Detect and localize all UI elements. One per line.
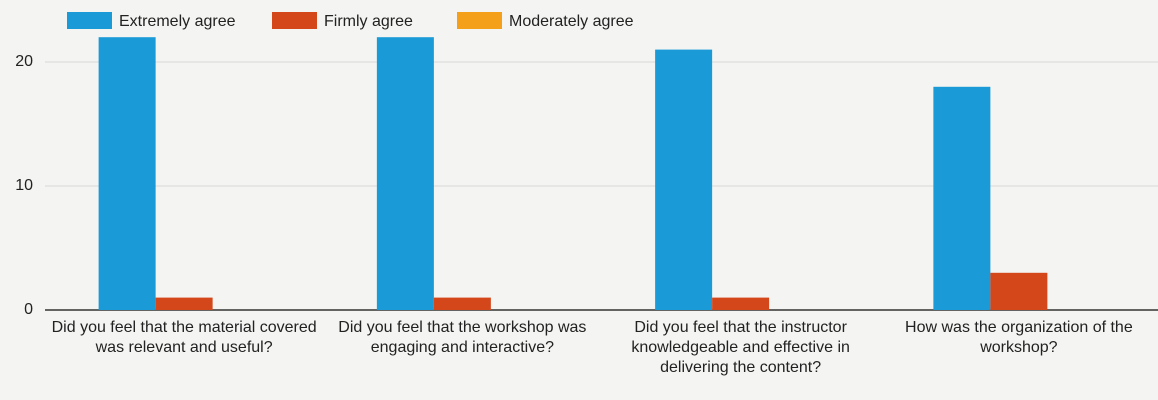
- legend-label: Extremely agree: [119, 13, 236, 30]
- bar: [98, 37, 156, 310]
- legend-swatch: [457, 12, 502, 29]
- x-tick-label: Did you feel that the instructor knowled…: [631, 319, 850, 376]
- x-tick-label: How was the organization of the workshop…: [905, 319, 1133, 356]
- bar: [933, 86, 991, 310]
- legend-label: Firmly agree: [324, 13, 413, 30]
- bar: [433, 297, 491, 310]
- bar: [712, 297, 770, 310]
- legend-swatch: [67, 12, 112, 29]
- x-tick-label-box: Did you feel that the instructor knowled…: [631, 319, 850, 376]
- x-tick-label-box: Did you feel that the material covered w…: [51, 319, 317, 356]
- x-tick-label: Did you feel that the material covered w…: [51, 319, 317, 356]
- bar: [990, 272, 1048, 310]
- y-tick-label: 10: [15, 177, 33, 194]
- bar: [655, 49, 713, 310]
- x-tick-label-box: How was the organization of the workshop…: [905, 319, 1133, 356]
- bar: [376, 37, 434, 310]
- y-tick-label: 0: [24, 301, 33, 318]
- bar: [155, 297, 213, 310]
- y-tick-label: 20: [15, 53, 33, 70]
- legend-label: Moderately agree: [509, 13, 634, 30]
- legend-swatch: [272, 12, 317, 29]
- x-tick-label: Did you feel that the workshop was engag…: [338, 319, 587, 356]
- x-tick-label-box: Did you feel that the workshop was engag…: [338, 319, 587, 356]
